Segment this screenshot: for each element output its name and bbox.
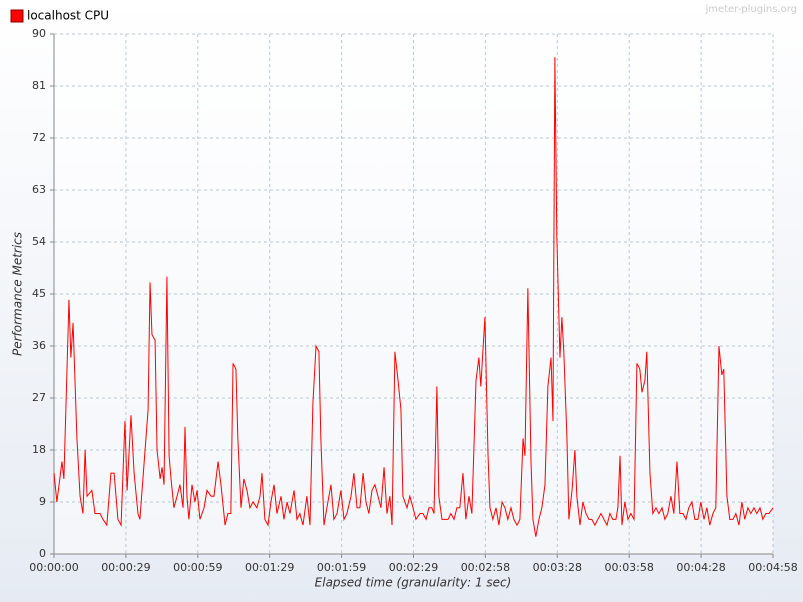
x-tick-label: 00:02:29 bbox=[389, 561, 438, 574]
x-tick-label: 00:04:28 bbox=[676, 561, 725, 574]
y-tick-label: 27 bbox=[32, 391, 46, 404]
legend-swatch bbox=[10, 9, 24, 23]
series-line bbox=[53, 57, 774, 537]
y-tick-label: 18 bbox=[32, 443, 46, 456]
y-tick-label: 54 bbox=[32, 235, 46, 248]
y-tick-label: 0 bbox=[39, 547, 46, 560]
x-tick-label: 00:03:58 bbox=[604, 561, 653, 574]
x-tick-label: 00:00:59 bbox=[173, 561, 222, 574]
y-tick-label: 36 bbox=[32, 339, 46, 352]
y-axis-label: Performance Metrics bbox=[11, 232, 25, 356]
y-tick-label: 72 bbox=[32, 131, 46, 144]
x-tick-label: 00:03:28 bbox=[533, 561, 582, 574]
x-tick-label: 00:01:29 bbox=[245, 561, 294, 574]
x-tick-label: 00:04:58 bbox=[748, 561, 797, 574]
legend-label: localhost CPU bbox=[27, 9, 109, 23]
y-tick-label: 81 bbox=[32, 79, 46, 92]
x-tick-label: 00:02:58 bbox=[461, 561, 510, 574]
x-tick-label: 00:00:29 bbox=[101, 561, 150, 574]
x-tick-label: 00:00:00 bbox=[29, 561, 78, 574]
x-tick-label: 00:01:59 bbox=[317, 561, 366, 574]
y-tick-label: 45 bbox=[32, 287, 46, 300]
y-tick-label: 9 bbox=[39, 495, 46, 508]
y-tick-label: 90 bbox=[32, 27, 46, 40]
x-axis-label: Elapsed time (granularity: 1 sec) bbox=[315, 576, 512, 590]
y-tick-label: 63 bbox=[32, 183, 46, 196]
watermark: jmeter-plugins.org bbox=[704, 4, 797, 15]
